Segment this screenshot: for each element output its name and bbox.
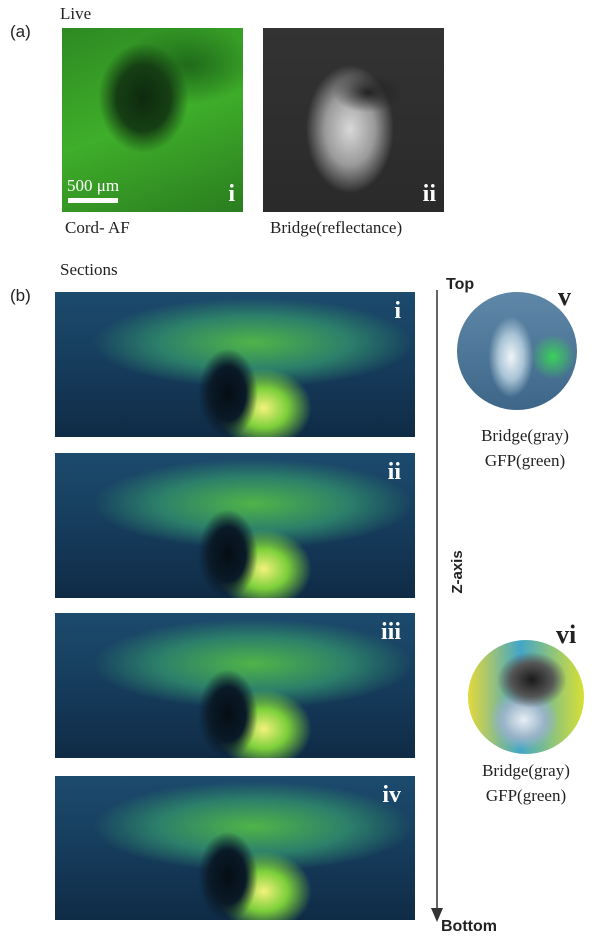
axis-bottom: Bottom: [441, 918, 497, 935]
caption-line: GFP(green): [455, 448, 595, 473]
caption-line: Bridge(gray): [456, 758, 596, 783]
caption-line: Bridge(gray): [455, 423, 595, 448]
inset-caption: Bridge(gray) GFP(green): [455, 423, 595, 473]
figure: (a) Live 500 μm i ii Cord- AF Bridge(ref…: [0, 0, 607, 936]
caption-line: GFP(green): [456, 783, 596, 808]
inset-image: [468, 640, 584, 754]
axis-label: Z-axis: [449, 550, 466, 593]
inset-label: vi: [556, 620, 576, 650]
axis-top: Top: [446, 276, 474, 293]
inset-label: v: [558, 282, 571, 312]
inset-caption: Bridge(gray) GFP(green): [456, 758, 596, 808]
